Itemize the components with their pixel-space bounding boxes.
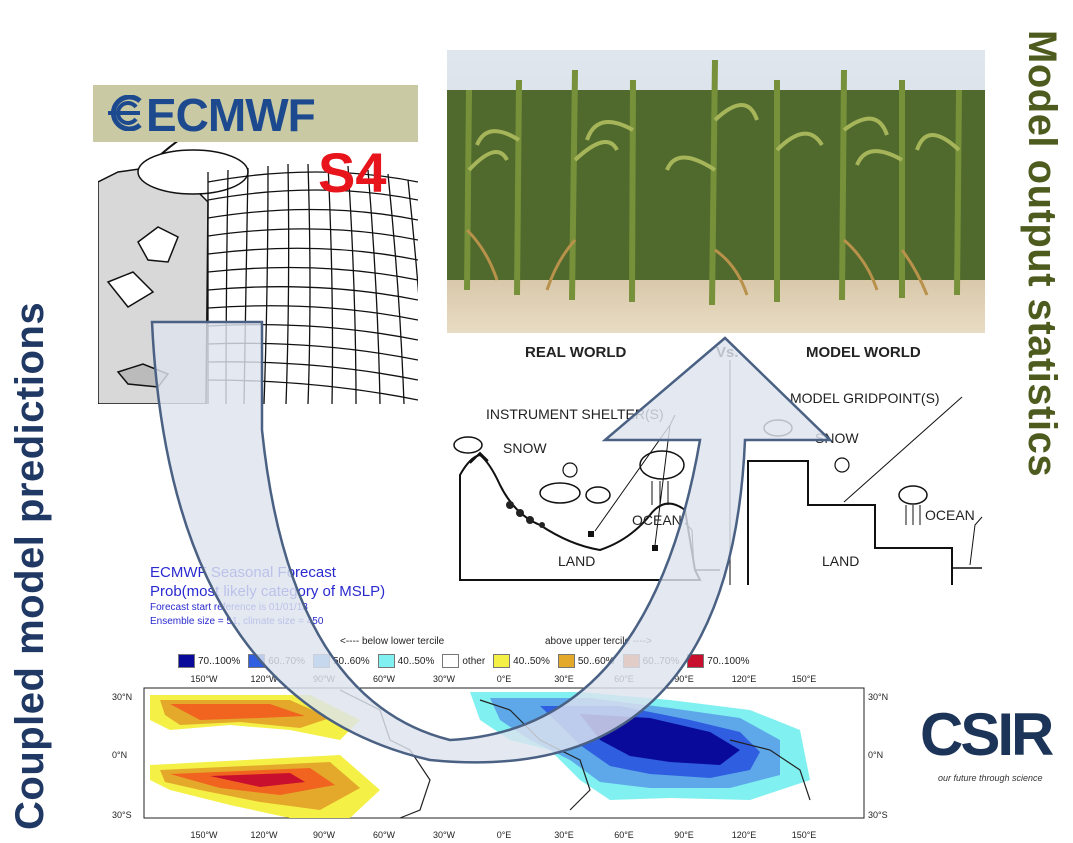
legend-item: 70..100% xyxy=(687,654,750,668)
legend-item: 40..50% xyxy=(377,654,435,668)
lon-tick-top: 30°E xyxy=(554,674,574,684)
below-tercile-label: <---- below lower tercile xyxy=(340,636,445,647)
forecast-legend: 70..100% 60..70% 50..60% 40..50% other 4… xyxy=(178,654,758,668)
legend-label: other xyxy=(462,655,486,667)
forecast-title: ECMWF Seasonal Forecast Prob(most likely… xyxy=(150,563,385,601)
lat-tick-right: 30°N xyxy=(868,692,888,702)
lon-tick-top: 60°W xyxy=(373,674,396,684)
legend-label: 50..60% xyxy=(577,655,615,667)
legend-label: 60..70% xyxy=(268,655,305,667)
legend-item: 40..50% xyxy=(493,654,550,668)
legend-label: 40..50% xyxy=(397,655,435,667)
model-world-label: MODEL WORLD xyxy=(806,344,921,361)
lat-tick-left: 30°N xyxy=(112,692,132,702)
lat-tick-left: 0°N xyxy=(112,750,127,760)
lon-tick-bottom: 30°W xyxy=(433,830,456,840)
lon-tick-top: 60°E xyxy=(614,674,634,684)
lon-tick-top: 0°E xyxy=(497,674,512,684)
csir-logo-text: CSIR xyxy=(920,701,1054,768)
legend-swatch xyxy=(312,654,330,668)
lon-tick-bottom: 30°E xyxy=(554,830,574,840)
legend-swatch xyxy=(687,654,705,668)
corn-field-photo xyxy=(447,50,985,333)
lon-tick-top: 120°E xyxy=(732,674,757,684)
vs-label: Vs. xyxy=(716,344,739,361)
lon-tick-bottom: 0°E xyxy=(497,830,512,840)
legend-swatch xyxy=(377,654,395,668)
legend-item: other xyxy=(442,654,485,668)
legend-swatch xyxy=(557,654,575,668)
snow-label-model: SNOW xyxy=(815,430,859,446)
ecmwf-logo-banner xyxy=(93,85,418,142)
lat-tick-left: 30°S xyxy=(112,810,132,820)
legend-label: 70..100% xyxy=(707,655,750,667)
forecast-map: 150°W 150°W 120°W 120°W 90°W 90°W 60°W 60°W 30°W… xyxy=(112,674,888,840)
ecmwf-emblem-icon xyxy=(108,95,142,131)
lon-tick-bottom: 60°E xyxy=(614,830,634,840)
legend-label: 40..50% xyxy=(513,655,550,667)
legend-swatch xyxy=(178,654,195,668)
lon-tick-bottom: 90°W xyxy=(313,830,336,840)
legend-swatch xyxy=(442,654,460,668)
sun-icon xyxy=(562,462,578,478)
lon-tick-bottom: 60°W xyxy=(373,830,396,840)
legend-label: 70..100% xyxy=(198,655,241,667)
lon-tick-bottom: 120°W xyxy=(250,830,278,840)
csir-tagline: our future through science xyxy=(938,773,1043,783)
land-label-real: LAND xyxy=(558,553,596,569)
lon-tick-top: 30°W xyxy=(433,674,456,684)
legend-item: 70..100% xyxy=(178,654,240,668)
cloud-icon xyxy=(453,436,483,454)
legend-item: 50..60% xyxy=(312,654,370,668)
legend-label: 50..60% xyxy=(332,655,370,667)
lon-tick-top: 90°W xyxy=(313,674,336,684)
land-label-model: LAND xyxy=(822,553,860,569)
forecast-start-reference: Forecast start reference is 01/01/13 xyxy=(150,602,308,613)
ocean-label-real: OCEAN xyxy=(632,512,682,528)
instrument-shelter-label: INSTRUMENT SHELTER(S) xyxy=(486,406,664,422)
above-tercile-label: above upper tercile ----> xyxy=(545,636,652,647)
forecast-title-line1: ECMWF Seasonal Forecast xyxy=(150,564,336,581)
forecast-title-line2: Prob(most likely category of MSLP) xyxy=(150,583,386,600)
lat-tick-right: 0°N xyxy=(868,750,883,760)
lon-tick-top: 90°E xyxy=(674,674,694,684)
lon-tick-bottom: 120°E xyxy=(732,830,757,840)
real-world-label: REAL WORLD xyxy=(525,344,627,361)
forecast-ensemble-size: Ensemble size = 51, climate size = 450 xyxy=(150,616,324,627)
legend-label: 60..70% xyxy=(642,655,680,667)
ecmwf-logo-text: ECMWF xyxy=(146,89,316,141)
legend-item: 60..70% xyxy=(248,654,305,668)
legend-swatch xyxy=(248,654,266,668)
lat-tick-right: 30°S xyxy=(868,810,888,820)
real-vs-model-diagram xyxy=(453,360,983,585)
legend-item: 60..70% xyxy=(622,654,680,668)
lon-tick-top: 150°W xyxy=(190,674,218,684)
s4-label: S4 xyxy=(318,141,387,204)
snow-label-real: SNOW xyxy=(503,440,547,456)
storm-cloud-icon xyxy=(639,450,685,480)
model-sun-icon xyxy=(834,457,850,473)
lon-tick-top: 150°E xyxy=(792,674,817,684)
lon-tick-bottom: 150°W xyxy=(190,830,218,840)
lon-tick-bottom: 150°E xyxy=(792,830,817,840)
left-side-title: Coupled model predictions xyxy=(8,301,52,830)
legend-item: 50..60% xyxy=(557,654,615,668)
lon-tick-top: 120°W xyxy=(250,674,278,684)
ocean-label-model: OCEAN xyxy=(925,507,975,523)
right-side-title: Model output statistics xyxy=(1020,30,1064,478)
lon-tick-bottom: 90°E xyxy=(674,830,694,840)
legend-swatch xyxy=(622,654,640,668)
model-gridpoint-label: MODEL GRIDPOINT(S) xyxy=(790,390,940,406)
legend-swatch xyxy=(493,654,511,668)
